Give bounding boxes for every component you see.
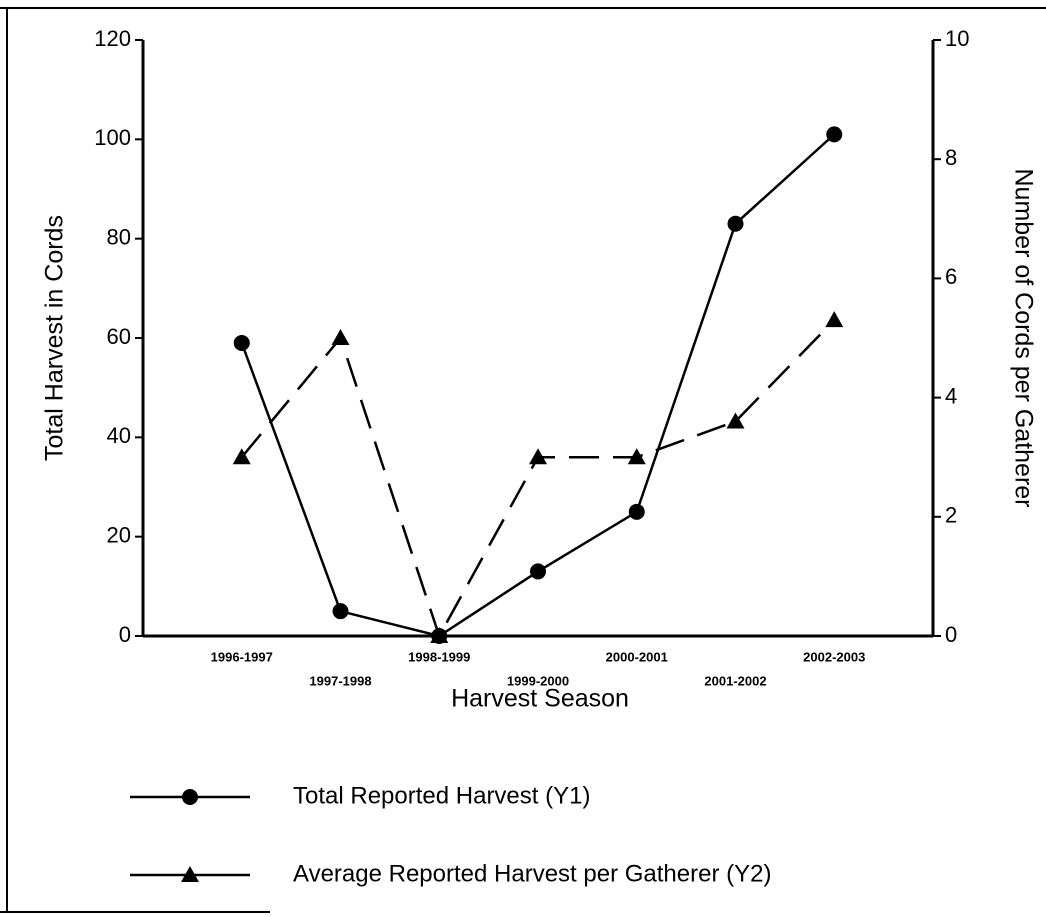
legend-label: Total Reported Harvest (Y1) — [293, 782, 590, 809]
data-point — [627, 448, 646, 465]
x-tick-label: 1999-2000 — [507, 673, 569, 688]
legend-marker — [181, 866, 199, 882]
y2-tick-label: 2 — [945, 503, 957, 528]
x-tick-label: 2000-2001 — [606, 649, 668, 664]
legend-marker — [182, 789, 198, 805]
x-tick-label: 1996-1997 — [211, 649, 273, 664]
data-point — [825, 311, 844, 328]
y-tick-label: 100 — [94, 125, 131, 150]
data-point — [331, 329, 350, 345]
y-tick-label: 120 — [94, 26, 131, 51]
x-tick-label: 1998-1999 — [408, 649, 470, 664]
y2-tick-label: 6 — [945, 264, 957, 289]
series-line — [240, 319, 836, 640]
data-point — [628, 503, 645, 520]
data-point — [726, 412, 745, 429]
y2-tick-label: 8 — [945, 145, 957, 170]
data-point — [430, 627, 449, 643]
data-point — [530, 563, 546, 580]
x-tick-label: 2002-2003 — [803, 649, 865, 664]
data-point — [826, 126, 843, 143]
y-tick-label: 80 — [107, 224, 131, 249]
x-axis-title: Harvest Season — [451, 685, 629, 713]
data-point — [529, 448, 547, 465]
data-point — [332, 603, 349, 620]
x-tick-label: 1997-1998 — [309, 673, 371, 688]
series-line — [240, 133, 836, 638]
y-tick-label: 0 — [119, 622, 131, 647]
y2-tick-label: 0 — [945, 622, 957, 647]
data-point — [233, 334, 250, 351]
legend-label: Average Reported Harvest per Gatherer (Y… — [293, 860, 771, 887]
y-axis-title: Total Harvest in Cords — [41, 215, 69, 461]
y-tick-label: 20 — [107, 522, 131, 547]
y2-axis-title: Number of Cords per Gatherer — [1009, 168, 1037, 507]
y-tick-label: 40 — [107, 423, 131, 448]
x-tick-label: 2001-2002 — [704, 673, 766, 688]
y-tick-label: 60 — [107, 324, 131, 349]
y2-tick-label: 10 — [945, 26, 969, 51]
y2-tick-label: 4 — [945, 383, 957, 408]
data-point — [232, 448, 251, 465]
data-point — [727, 215, 744, 232]
